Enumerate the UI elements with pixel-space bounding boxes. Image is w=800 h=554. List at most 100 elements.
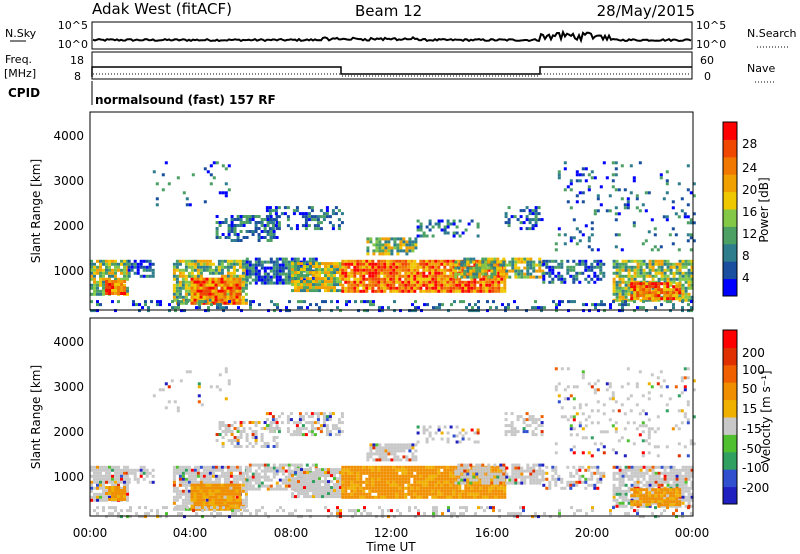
data-cell [563,280,567,284]
data-cell [229,486,233,490]
data-cell [254,478,258,482]
data-cell [327,486,330,490]
data-cell [636,468,640,472]
data-cell [229,265,233,269]
data-cell [639,262,643,266]
data-cell [126,289,129,293]
data-cell [560,486,564,490]
data-cell [636,259,640,263]
data-cell [473,486,477,490]
data-cell [627,474,631,478]
data-cell [139,468,143,472]
data-cell [487,472,491,476]
data-cell [238,280,242,284]
data-cell [545,477,549,481]
data-cell [517,469,521,473]
data-cell [344,259,348,263]
data-cell [193,274,197,278]
data-cell [90,465,93,469]
data-cell [359,268,363,272]
data-cell [401,495,405,499]
data-cell [198,306,201,310]
data-cell [510,215,514,219]
data-cell [463,272,467,276]
data-cell [398,265,402,269]
data-cell [271,221,275,225]
data-cell [504,221,508,225]
data-cell [293,257,297,261]
data-cell [341,474,345,478]
data-cell [472,469,476,473]
data-cell [211,501,215,505]
data-cell [542,471,546,475]
data-cell [452,489,456,493]
data-cell [633,495,637,499]
data-cell [520,272,524,276]
data-cell [446,480,450,484]
data-cell [517,472,521,476]
data-cell [454,263,458,267]
data-cell [220,292,224,296]
data-cell [223,465,227,469]
data-cell [469,275,473,279]
data-cell [196,265,200,269]
data-cell [356,495,360,499]
data-cell [260,230,264,233]
data-cell [176,176,180,180]
data-cell [624,489,628,493]
data-cell [408,243,412,247]
data-cell [205,259,209,263]
data-cell [327,265,330,269]
data-cell [505,475,509,479]
data-cell [419,228,423,232]
data-cell [548,274,552,278]
noise-sky-series [92,29,692,44]
data-cell [692,194,696,198]
data-cell [431,289,435,293]
data-cell [105,292,109,295]
data-cell [615,268,619,272]
data-cell [596,277,600,281]
data-cell [284,260,288,264]
data-cell [561,300,564,304]
data-cell [96,300,99,304]
data-cell [183,309,186,313]
data-cell [485,483,489,487]
data-cell [193,474,197,478]
data-cell [275,275,279,279]
data-cell [359,492,363,496]
data-cell [422,477,426,481]
data-cell [96,286,99,290]
data-cell [199,471,203,475]
data-cell [341,259,345,263]
data-cell [310,206,314,210]
data-cell [449,468,453,472]
data-cell [187,498,191,502]
data-cell [238,301,242,305]
data-cell [392,268,396,272]
data-cell [315,468,318,472]
data-cell [505,263,509,267]
data-cell [263,269,267,273]
velocity-data-cells [90,367,696,519]
data-cell [405,252,409,256]
data-cell [446,222,450,226]
data-cell [487,257,491,261]
data-cell [297,468,300,472]
data-cell [386,477,390,481]
data-cell [481,263,485,267]
data-cell [248,260,252,264]
data-cell [645,291,649,295]
data-cell [520,260,524,264]
data-cell [277,224,281,228]
data-cell [678,291,682,295]
data-cell [248,463,252,467]
data-cell [487,481,491,485]
data-cell [306,283,309,287]
data-cell [310,209,314,213]
data-cell [386,486,390,490]
data-cell [389,274,393,278]
data-cell [584,268,588,272]
data-cell [393,300,396,304]
data-cell [147,306,150,310]
